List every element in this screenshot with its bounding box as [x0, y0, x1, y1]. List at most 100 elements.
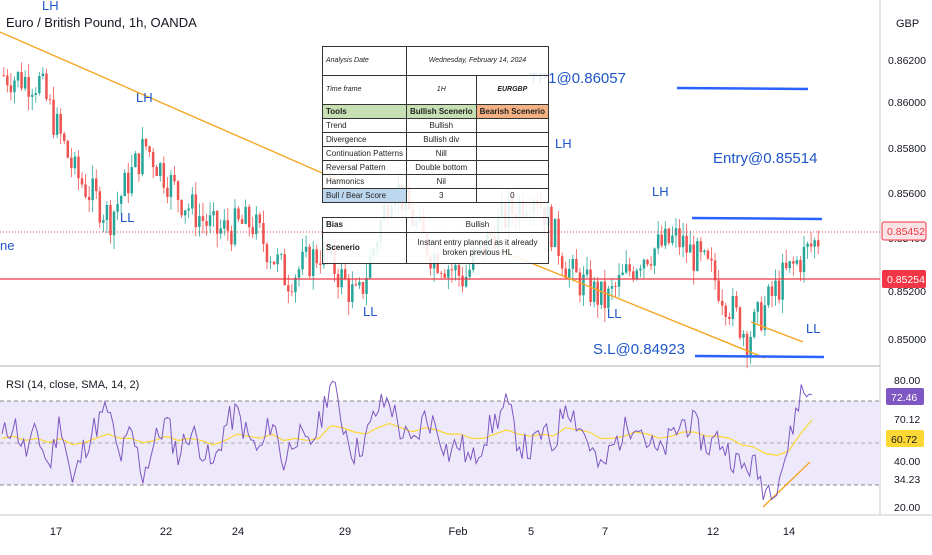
- rsi-tick-80: 80.00: [894, 375, 920, 387]
- time-tick-14: 14: [783, 526, 795, 538]
- candle-body: [151, 151, 155, 168]
- candle-body: [617, 274, 621, 287]
- candle-body: [70, 157, 73, 169]
- candle-body: [624, 264, 628, 273]
- candle-body: [38, 76, 41, 94]
- rsi-ma-label: 60.72: [891, 434, 917, 446]
- candle-body: [688, 244, 692, 253]
- bearish-cell: [475, 160, 550, 175]
- lh-label-2: LH: [136, 90, 153, 105]
- time-axis-ticks: 17 22 24 29 Feb 5 7 12 14: [50, 526, 795, 538]
- bullish-cell: Bullish: [405, 118, 477, 133]
- candle-body: [269, 261, 272, 263]
- candle-body: [713, 260, 717, 281]
- candle-body: [112, 211, 116, 236]
- ll-label-3: LL: [607, 306, 621, 321]
- bias-label: Bias: [322, 217, 407, 233]
- candle-body: [596, 281, 599, 305]
- candle-body: [578, 272, 582, 296]
- bias-value: Bullish: [405, 217, 550, 233]
- time-tick-22: 22: [160, 526, 172, 538]
- entry-label: Entry@0.85514: [713, 150, 817, 167]
- candle-body: [294, 277, 297, 293]
- candle-body: [166, 187, 169, 197]
- candle-body: [717, 280, 720, 301]
- table-row: Divergence Bullish div: [322, 132, 550, 147]
- candle-body: [194, 194, 198, 228]
- candle-body: [777, 280, 781, 300]
- candle-body: [340, 269, 343, 288]
- candle-body: [450, 269, 454, 271]
- candle-body: [258, 214, 262, 224]
- candle-body: [795, 260, 799, 264]
- time-tick-17: 17: [50, 526, 62, 538]
- bullish-cell: Bullish div: [405, 132, 477, 147]
- table-row: Bull / Bear Score 3 0: [322, 188, 550, 203]
- candle-body: [283, 254, 286, 286]
- candle-body: [304, 246, 308, 252]
- candle-body: [720, 300, 724, 306]
- price-tick-08620: 0.86200: [888, 55, 926, 67]
- candle-body: [73, 156, 77, 169]
- candle-body: [148, 146, 151, 152]
- price-tick-08520: 0.85200: [888, 286, 926, 298]
- rsi-value-label: 72.46: [891, 392, 917, 404]
- candle-body: [262, 223, 265, 245]
- ll-label-2: LL: [363, 304, 377, 319]
- candle-body: [141, 138, 144, 175]
- candle-body: [464, 276, 468, 287]
- candle-body: [41, 73, 45, 77]
- candle-body: [2, 75, 6, 76]
- candle-body: [656, 234, 660, 249]
- table-row: Trend Bullish: [322, 118, 550, 133]
- table-row: Reversal Pattern Double bottom: [322, 160, 550, 175]
- candle-body: [205, 220, 208, 226]
- candle-body: [802, 246, 806, 273]
- candle-body: [557, 218, 560, 257]
- tool-cell: Harmonics: [322, 174, 407, 189]
- candle-body: [784, 262, 788, 269]
- candle-body: [155, 167, 158, 176]
- candle-body: [272, 261, 276, 265]
- rsi-axis-ticks: 80.00 40.00 20.00: [894, 375, 920, 514]
- candle-body: [454, 265, 457, 271]
- candle-body: [642, 259, 646, 269]
- candle-body: [710, 258, 713, 261]
- candle-body: [212, 210, 215, 216]
- time-tick-7: 7: [602, 526, 608, 538]
- candle-body: [347, 279, 351, 303]
- candle-body: [724, 305, 727, 317]
- candle-body: [187, 208, 190, 211]
- candle-body: [628, 264, 631, 272]
- candle-body: [87, 196, 91, 201]
- candle-body: [45, 73, 48, 100]
- candle-body: [649, 264, 653, 266]
- candle-body: [560, 256, 564, 269]
- lh-label-1: LH: [42, 0, 59, 13]
- rsi-lower-band-label: 34.23: [894, 474, 920, 486]
- candle-body: [95, 178, 98, 192]
- candle-body: [198, 216, 201, 228]
- rsi-title: RSI (14, close, SMA, 14, 2): [6, 379, 139, 391]
- candle-body: [336, 274, 340, 288]
- candle-body: [13, 80, 16, 93]
- candle-body: [550, 206, 553, 247]
- candle-body: [646, 259, 649, 265]
- candle-body: [226, 220, 230, 231]
- scenario-value: Instant entry planned as it already brok…: [405, 232, 550, 264]
- candle-body: [119, 196, 123, 204]
- bullish-cell: Double bottom: [405, 160, 477, 175]
- candle-body: [692, 244, 695, 271]
- candle-body: [251, 227, 254, 235]
- rsi-tick-40: 40.00: [894, 456, 920, 468]
- candle-body: [173, 175, 176, 182]
- candle-body: [176, 181, 180, 201]
- rsi-trendline: [762, 461, 811, 508]
- candle-body: [48, 99, 52, 100]
- candle-body: [159, 163, 162, 176]
- candle-body: [59, 113, 62, 134]
- ll-label-1: LL: [120, 210, 134, 225]
- candle-body: [439, 272, 443, 274]
- bearish-cell: [475, 132, 550, 147]
- candle-body: [635, 270, 639, 279]
